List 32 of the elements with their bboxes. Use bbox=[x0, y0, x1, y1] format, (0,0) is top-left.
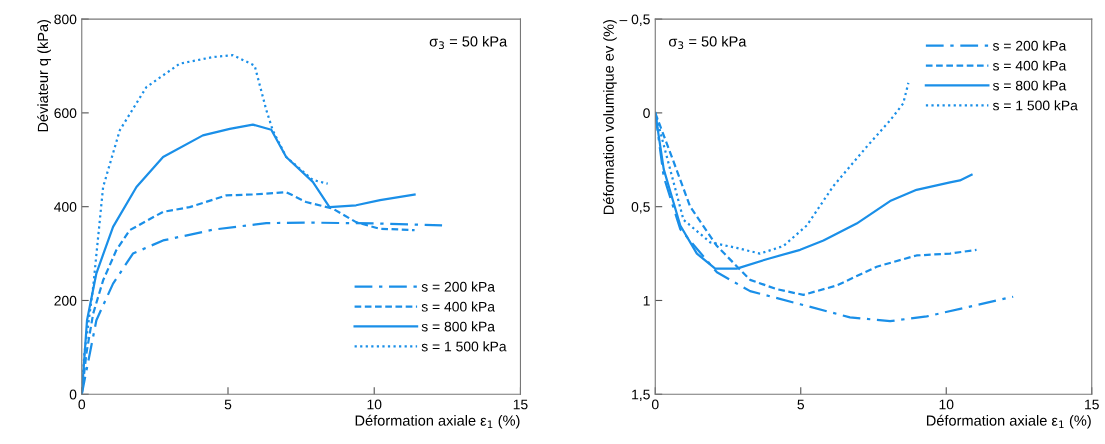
x-tick-label: 15 bbox=[1085, 399, 1099, 410]
y-tick-label: – 0,5 bbox=[619, 14, 650, 26]
legend-label: s = 400 kPa bbox=[992, 60, 1067, 71]
x-tick-label: 0 bbox=[651, 399, 659, 410]
x-tick-label: 15 bbox=[513, 399, 528, 410]
x-tick-label: 10 bbox=[367, 399, 382, 410]
y-tick-label: 1,5 bbox=[632, 389, 650, 402]
legend-label: s = 200 kPa bbox=[992, 40, 1067, 51]
y-tick-label: 600 bbox=[54, 108, 77, 119]
annotation: σ$_{3}$ = 50 kPa bbox=[668, 35, 747, 49]
x-tick-label: 10 bbox=[939, 399, 954, 410]
y-tick-label: 0 bbox=[69, 389, 77, 400]
legend-label: s = 1 500 kPa bbox=[421, 341, 507, 352]
y-axis-title: Déviateur q (kPa) bbox=[37, 19, 51, 132]
x-tick-label: 5 bbox=[797, 399, 805, 410]
y-tick-label: 0 bbox=[643, 108, 650, 119]
legend-label: s = 800 kPa bbox=[421, 321, 495, 332]
y-tick-label: 1 bbox=[643, 295, 650, 306]
legend-label: s = 400 kPa bbox=[421, 301, 495, 312]
x-tick-label: 0 bbox=[78, 399, 86, 410]
y-tick-label: 200 bbox=[54, 295, 77, 306]
x-axis-title: Déformation axiale ε$_{1}$ (%) bbox=[355, 414, 520, 429]
x-axis-title: Déformation axiale ε$_{1}$ (%) bbox=[926, 414, 1091, 429]
y-tick-label: 800 bbox=[54, 14, 77, 25]
y-tick-label: 400 bbox=[54, 202, 77, 212]
y-axis-title: Déformation volumique ev (%) bbox=[602, 19, 617, 215]
legend-label: s = 200 kPa bbox=[421, 281, 495, 292]
y-tick-label: 0,5 bbox=[631, 202, 650, 214]
annotation: σ$_{3}$ = 50 kPa bbox=[429, 35, 508, 49]
x-tick-label: 5 bbox=[224, 399, 232, 410]
legend-label: s = 1 500 kPa bbox=[992, 100, 1078, 111]
legend-label: s = 800 kPa bbox=[992, 80, 1067, 91]
